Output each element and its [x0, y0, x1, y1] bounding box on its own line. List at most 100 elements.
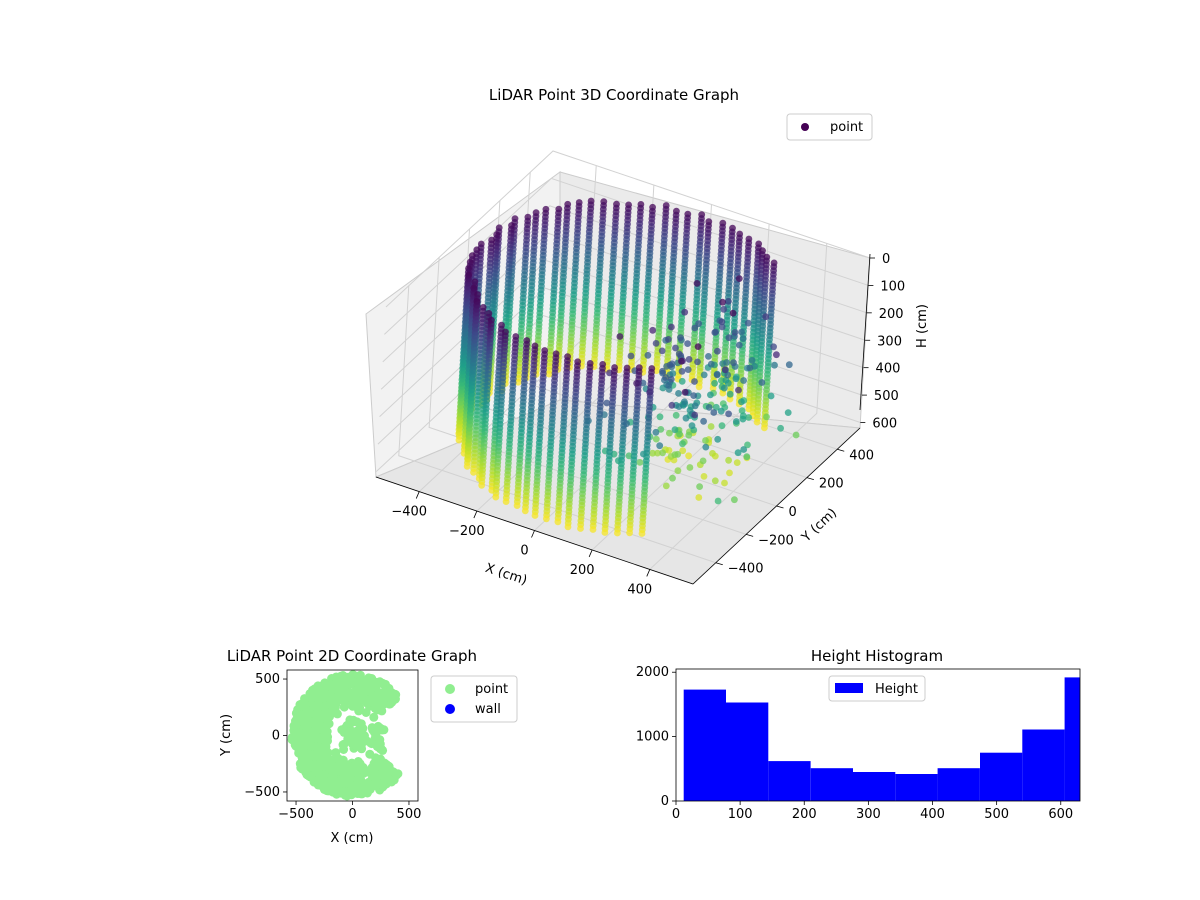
point-2d — [357, 725, 367, 735]
point-3d — [659, 449, 666, 457]
point-2d — [356, 779, 366, 789]
point-3d — [666, 429, 673, 437]
point-2d — [369, 682, 379, 692]
point-2d — [323, 681, 332, 691]
x-tick-label-hist: 500 — [984, 807, 1009, 822]
point-3d — [693, 280, 701, 287]
point-3d — [564, 523, 572, 531]
point-3d — [577, 525, 584, 532]
point-3d — [654, 449, 661, 457]
point-3d — [589, 526, 597, 533]
point-2d — [302, 732, 312, 742]
point-2d — [367, 739, 377, 749]
point-3d — [739, 335, 747, 342]
point-3d — [662, 374, 669, 381]
point-3d — [792, 431, 800, 439]
point-3d — [743, 453, 751, 461]
point-3d — [705, 353, 712, 360]
point-2d — [367, 763, 377, 772]
point-3d — [711, 477, 719, 485]
x-tick-3d — [588, 549, 593, 558]
point-2d — [387, 777, 396, 787]
point-3d — [684, 366, 692, 373]
point-2d — [352, 717, 362, 727]
point-3d — [721, 479, 728, 487]
z-tick-label-3d: 200 — [879, 307, 904, 322]
x-tick-3d — [415, 491, 420, 499]
x-tick-label-3d: 400 — [627, 582, 652, 597]
histogram-bar — [726, 702, 769, 801]
point-2d — [303, 761, 313, 771]
point-2d — [322, 756, 332, 766]
point-3d — [700, 473, 708, 480]
point-3d — [691, 402, 699, 410]
point-3d — [685, 356, 693, 363]
y-tick-3d — [837, 448, 845, 452]
point-2d — [297, 710, 306, 720]
point-3d — [675, 390, 682, 397]
point-3d — [684, 340, 691, 347]
point-3d — [636, 459, 644, 466]
point-2d — [383, 763, 393, 773]
legend-3d-marker — [801, 123, 809, 131]
z-tick-label-3d: 600 — [872, 417, 897, 432]
point-2d — [387, 688, 396, 698]
ticks-3d: −400 −200 0 200 400 −400 −200 0 200 400 0 100 200 300… — [391, 252, 905, 597]
point-3d — [627, 352, 635, 360]
point-2d — [291, 741, 301, 751]
point-2d — [387, 697, 397, 707]
point-3d — [668, 401, 676, 409]
point-3d — [513, 502, 521, 509]
ticks-2d: −500 0 500 −500 0 500 — [244, 672, 421, 822]
legend-2d-label-wall: wall — [475, 702, 501, 717]
point-3d — [492, 493, 500, 501]
x-tick-label-hist: 0 — [672, 807, 680, 822]
point-3d — [554, 518, 562, 526]
point-3d — [767, 392, 775, 400]
point-3d — [735, 386, 742, 394]
point-3d — [770, 343, 777, 351]
point-3d — [691, 411, 699, 419]
histogram-bar — [853, 772, 896, 801]
y-axis-label-3d: Y (cm) — [798, 506, 840, 546]
point-2d — [348, 781, 358, 791]
point-3d — [720, 305, 728, 313]
point-3d — [603, 399, 611, 407]
point-3d — [656, 413, 664, 421]
point-3d — [652, 340, 660, 347]
point-3d — [644, 351, 652, 359]
x-tick-label-2d: −500 — [278, 807, 314, 822]
point-3d — [714, 347, 721, 355]
point-3d — [702, 437, 709, 444]
legend-2d-label-point: point — [475, 682, 508, 697]
point-3d — [616, 333, 624, 340]
point-3d — [695, 494, 703, 501]
point-2d — [363, 695, 373, 705]
point-2d — [379, 725, 389, 735]
point-2d — [331, 748, 341, 758]
legend-3d-label: point — [830, 120, 863, 135]
point-3d — [738, 328, 745, 336]
point-3d — [679, 440, 686, 448]
point-2d — [300, 741, 310, 751]
point-3d — [685, 431, 693, 439]
point-3d — [725, 334, 733, 342]
x-tick-label-3d: −200 — [449, 524, 485, 539]
point-3d — [686, 464, 694, 471]
point-3d — [739, 415, 747, 423]
point-3d — [785, 361, 793, 369]
point-2d — [312, 751, 322, 760]
point-3d — [753, 418, 761, 426]
point-3d — [702, 443, 710, 451]
point-3d — [601, 529, 609, 536]
point-2d — [335, 690, 345, 700]
point-3d — [658, 347, 666, 355]
chart-3d-title: LiDAR Point 3D Coordinate Graph — [489, 86, 739, 104]
point-3d — [735, 341, 743, 349]
point-2d — [340, 790, 350, 800]
point-3d — [707, 360, 715, 368]
z-tick-label-3d: 400 — [876, 362, 901, 377]
point-3d — [718, 318, 726, 326]
point-3d — [726, 390, 734, 398]
legend-3d: point — [786, 113, 873, 141]
